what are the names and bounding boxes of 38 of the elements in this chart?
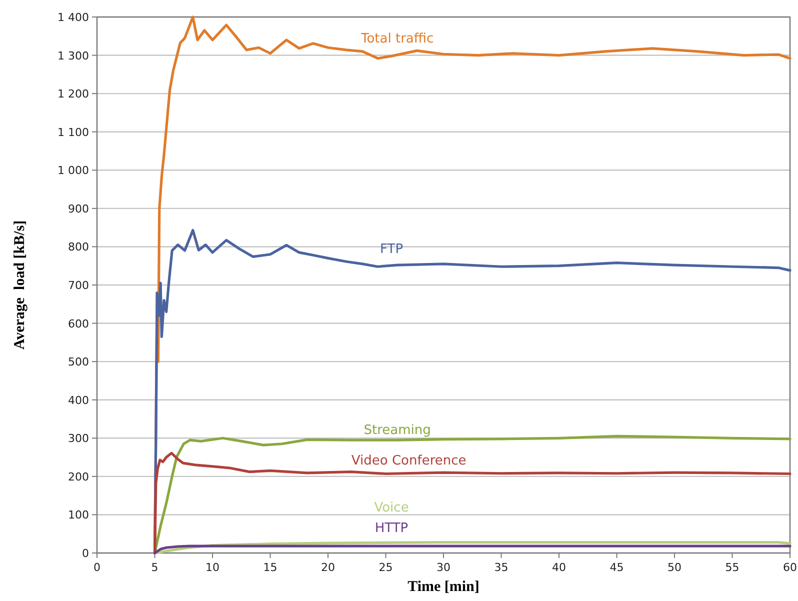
line-series [153,540,792,554]
text: Voice [374,500,409,516]
y-tick-label: 300 [68,432,89,446]
series-label: Video Conference [351,454,466,469]
y-axis-title: Average load [kB/s] [12,220,28,350]
series-label: HTTP [374,521,408,536]
x-tick-label: 0 [94,561,100,574]
y-tick-label: 500 [68,356,89,369]
series-label: Total traffic [360,32,434,47]
x-axis-title: Time [min] [408,579,480,595]
y-tick-label: 400 [68,394,89,407]
line-series [153,544,792,554]
y-tick-label: 100 [68,508,89,522]
x-tick-label: 20 [321,561,335,574]
x-tick-label: 40 [552,561,566,574]
x-tick-label: 25 [378,561,393,574]
y-tick-label: 1 000 [58,164,89,178]
x-tick-label: 30 [436,561,450,574]
y-tick-label: 700 [68,279,89,292]
series-label: FTP [380,242,404,258]
x-tick-label: 60 [783,561,797,574]
x-tick-label: 10 [206,561,220,574]
y-tick-label: 900 [68,202,89,216]
series-label: Streaming [364,423,431,438]
y-tick-label: 600 [68,317,89,330]
y-tick-label: 200 [68,470,89,484]
x-tick-label: 45 [610,561,624,574]
y-tick-label: 1 400 [58,11,89,24]
y-tick-label: 1 300 [58,49,89,62]
x-tick-label: 55 [725,561,740,574]
y-tick-label: 0 [82,547,89,560]
y-tick-label: 1 200 [58,88,89,101]
x-tick-label: 50 [668,561,682,574]
y-tick-label: 1 100 [58,126,89,139]
x-tick-label: 5 [151,561,158,574]
x-tick-label: 15 [263,561,278,574]
y-tick-label: 800 [68,240,89,254]
x-tick-label: 35 [494,561,508,574]
